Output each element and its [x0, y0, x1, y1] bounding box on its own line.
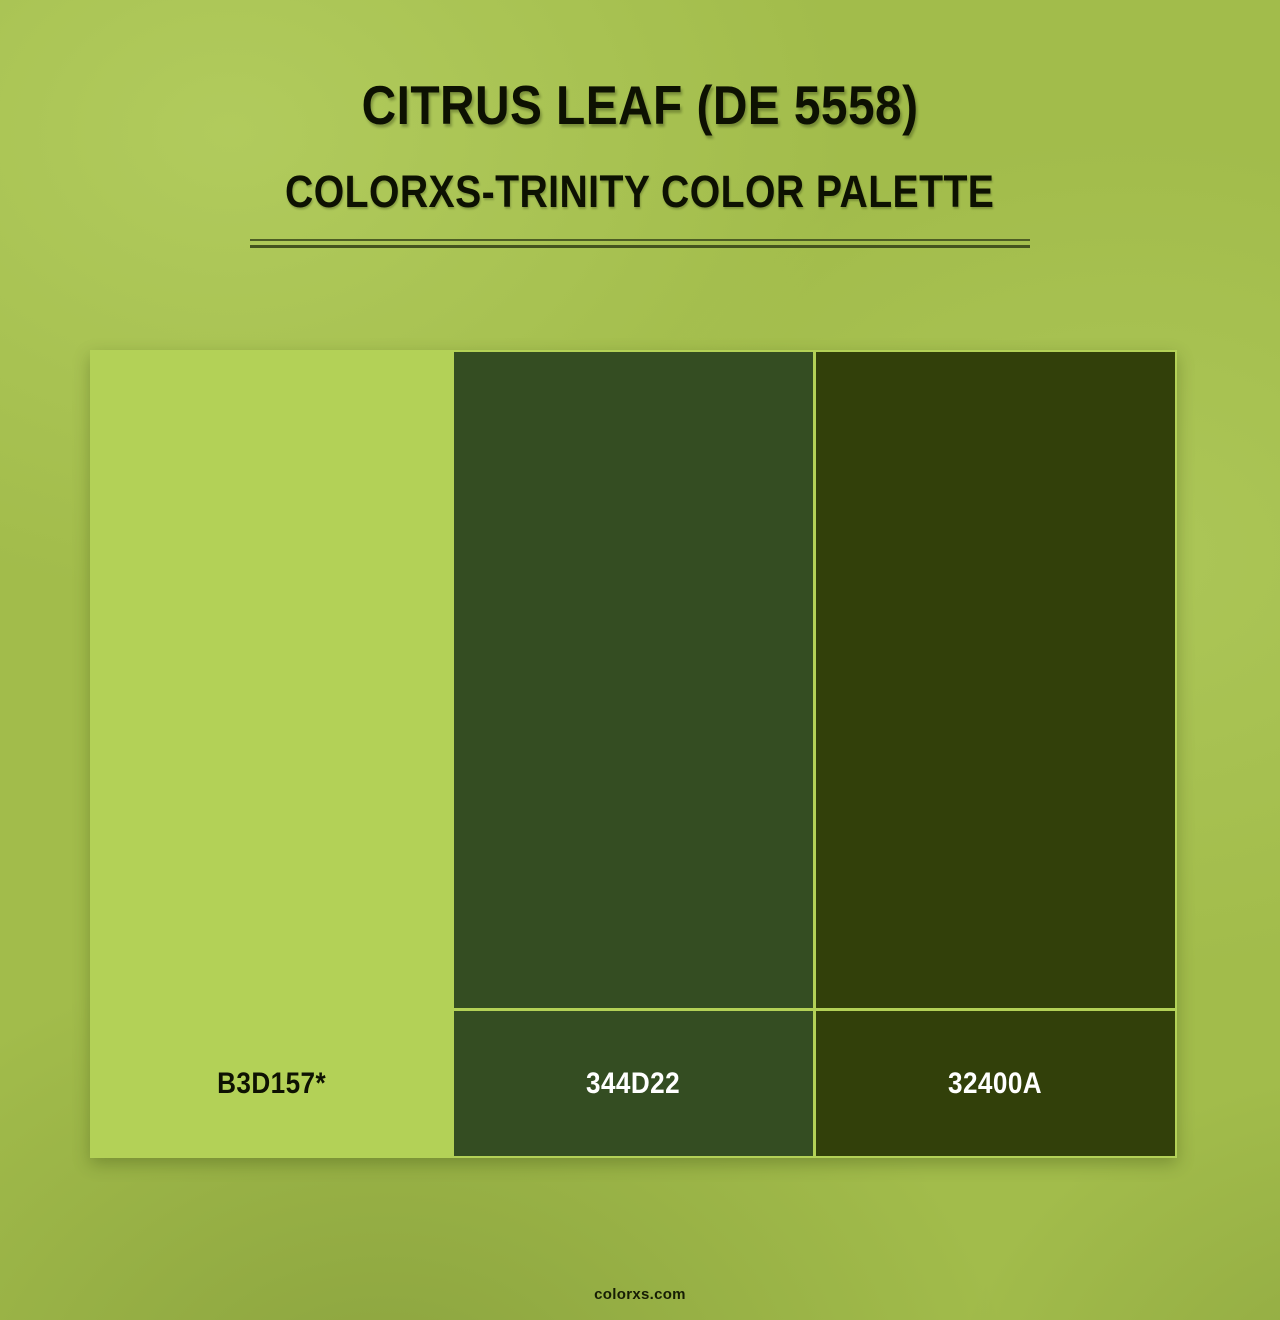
color-hex-label-2: 344D22: [586, 1066, 681, 1100]
page-title-text: CITRUS LEAF (DE 5558): [361, 74, 919, 136]
page-subtitle-text: COLORXS-TRINITY COLOR PALETTE: [285, 166, 995, 217]
footer-brand: colorxs.com: [594, 1286, 686, 1303]
color-palette-table: B3D157* 344D22 32400A: [90, 350, 1177, 1158]
color-hex-label-3: 32400A: [948, 1066, 1043, 1100]
color-swatch-2: [454, 352, 813, 1008]
page-title: CITRUS LEAF (DE 5558): [0, 78, 1280, 133]
color-swatch-1: [92, 352, 451, 1008]
color-label-cell-2: 344D22: [454, 1011, 813, 1156]
color-label-cell-3: 32400A: [816, 1011, 1175, 1156]
color-hex-label-1: B3D157*: [217, 1066, 326, 1100]
color-swatch-3: [816, 352, 1175, 1008]
page-subtitle: COLORXS-TRINITY COLOR PALETTE: [0, 169, 1280, 214]
color-label-cell-1: B3D157*: [92, 1011, 451, 1156]
header: CITRUS LEAF (DE 5558) COLORXS-TRINITY CO…: [0, 0, 1280, 248]
double-rule-divider: [250, 239, 1030, 248]
